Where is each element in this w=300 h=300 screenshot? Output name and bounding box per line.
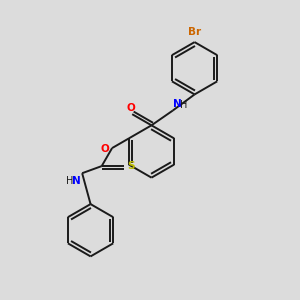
Text: Br: Br — [188, 27, 201, 37]
Text: N: N — [72, 176, 81, 186]
Text: H: H — [67, 176, 74, 186]
Text: N: N — [173, 99, 182, 109]
Text: O: O — [101, 144, 110, 154]
Text: H: H — [180, 100, 188, 110]
Text: S: S — [127, 161, 134, 171]
Text: O: O — [126, 103, 135, 113]
